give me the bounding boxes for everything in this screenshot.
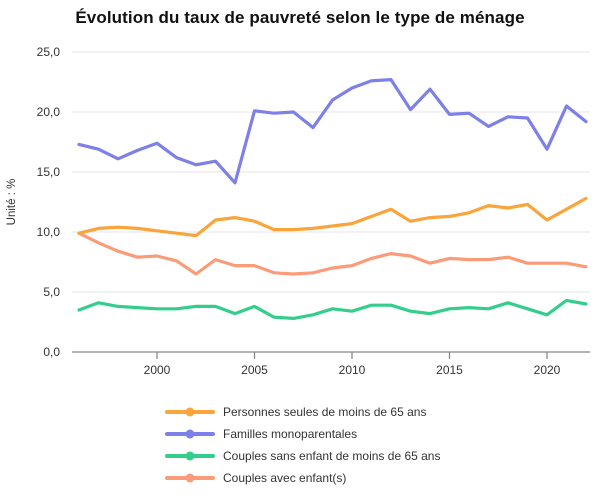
legend-swatch-icon [165,407,215,417]
legend-item-couples-sans-enfant[interactable]: Couples sans enfant de moins de 65 ans [165,445,440,467]
series-line-0 [77,196,588,238]
y-tick-label: 25,0 [37,45,61,59]
legend-item-familles-monoparentales[interactable]: Familles monoparentales [165,423,440,445]
x-tick-label: 2020 [534,363,561,377]
legend-label: Couples sans enfant de moins de 65 ans [223,449,441,463]
legend-swatch-icon [165,429,215,439]
legend-item-personnes-seules[interactable]: Personnes seules de moins de 65 ans [165,401,440,423]
legend-item-couples-avec-enfants[interactable]: Couples avec enfant(s) [165,467,440,489]
x-tick-label: 2010 [339,363,366,377]
series-line-1 [77,77,588,185]
x-tick-label: 2005 [241,363,268,377]
legend-swatch-icon [165,473,215,483]
chart-legend: Personnes seules de moins de 65 ans Fami… [165,401,440,489]
legend-swatch-icon [165,451,215,461]
legend-label: Couples avec enfant(s) [223,471,347,485]
legend-label: Personnes seules de moins de 65 ans [223,405,427,419]
line-chart: 0,0 5,0 10,0 15,0 20,0 25,0 2000 2005 2010 2015 20… [6,45,590,377]
y-tick-label: 20,0 [37,105,61,119]
page-title: Évolution du taux de pauvreté selon le t… [75,8,525,27]
y-tick-label: 0,0 [43,345,60,359]
legend-label: Familles monoparentales [223,427,358,441]
y-tick-label: 5,0 [43,285,60,299]
x-tick-label: 2015 [436,363,463,377]
series-line-3 [77,231,588,276]
y-tick-label: 15,0 [37,165,61,179]
x-tick-label: 2000 [144,363,171,377]
y-tick-label: 10,0 [37,225,61,239]
y-axis-title: Unité : % [6,179,18,226]
series-line-2 [77,298,588,320]
